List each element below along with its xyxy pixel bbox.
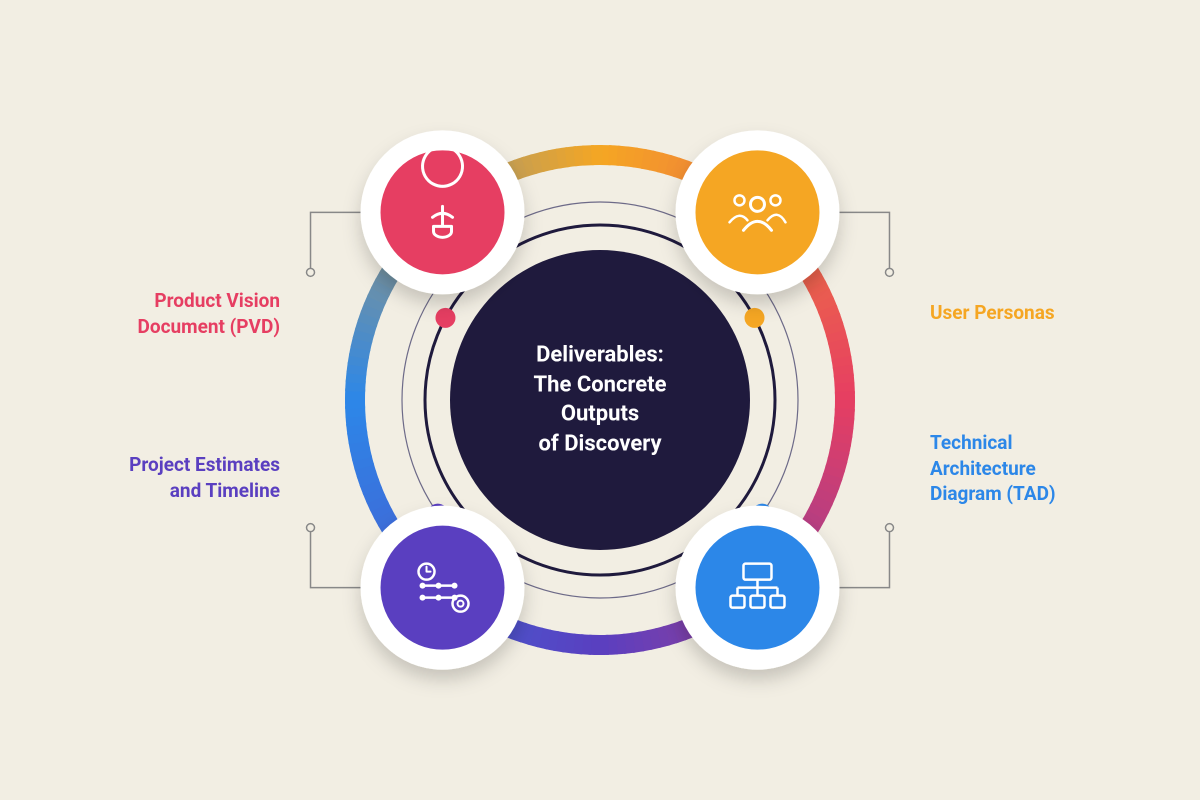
- node-disc-estimates: [381, 526, 505, 650]
- center-disc: [450, 250, 750, 550]
- connector-pvd: [307, 212, 361, 276]
- label-personas: User Personas: [930, 300, 1130, 326]
- label-pvd: Product Vision Document (PVD): [110, 288, 280, 339]
- infographic-svg: [0, 0, 1200, 800]
- label-tad: Technical Architecture Diagram (TAD): [930, 430, 1130, 507]
- connector-tad: [839, 524, 893, 588]
- label-estimates: Project Estimates and Timeline: [110, 452, 280, 503]
- orbit-dot-1: [745, 308, 765, 328]
- connector-personas: [839, 212, 893, 276]
- infographic-stage: Deliverables:The ConcreteOutputsof Disco…: [0, 0, 1200, 800]
- orbit-dot-0: [435, 308, 455, 328]
- connector-estimates: [307, 524, 361, 588]
